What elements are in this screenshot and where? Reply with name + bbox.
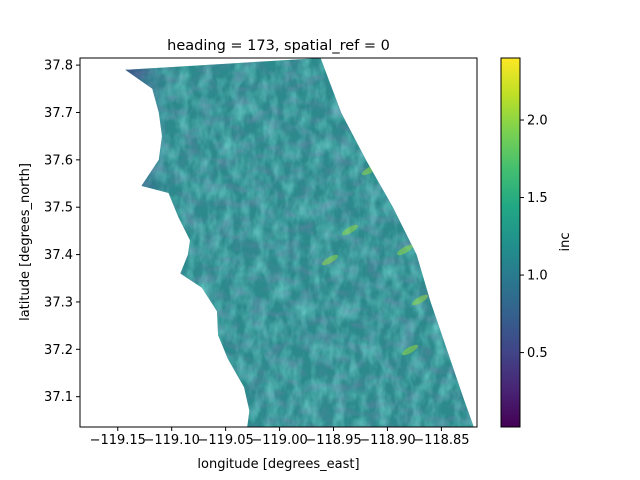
colorbar-tick-label: 2.0 bbox=[527, 114, 548, 129]
colorbar-label: inc bbox=[558, 233, 573, 252]
colorbar-ticks: 0.5 1.0 1.5 2.0 bbox=[520, 114, 548, 361]
colorbar-tick-label: 1.5 bbox=[527, 191, 548, 206]
colorbar-frame bbox=[500, 57, 521, 428]
y-tick-label: 37.8 bbox=[44, 59, 73, 74]
bright-slope bbox=[397, 244, 413, 256]
y-tick-label: 37.6 bbox=[44, 153, 73, 168]
x-tick-label: −119.05 bbox=[197, 433, 253, 448]
x-axis-label: longitude [degrees_east] bbox=[197, 457, 359, 472]
bright-slope bbox=[412, 294, 428, 306]
bright-slope bbox=[402, 344, 418, 356]
x-tick-label: −118.95 bbox=[305, 433, 361, 448]
y-tick-label: 37.7 bbox=[44, 106, 73, 121]
colorbar-tick-label: 0.5 bbox=[527, 346, 548, 361]
y-tick-label: 37.2 bbox=[44, 343, 73, 358]
y-tick-label: 37.4 bbox=[44, 248, 73, 263]
colorbar-gradient bbox=[501, 58, 520, 427]
y-tick-label: 37.1 bbox=[44, 390, 73, 405]
chart-title: heading = 173, spatial_ref = 0 bbox=[167, 38, 390, 54]
x-tick-label: −118.90 bbox=[359, 433, 415, 448]
x-axis: −119.15−119.10−119.05−119.00−118.95−118.… bbox=[90, 427, 470, 448]
colorbar: 0.5 1.0 1.5 2.0 inc bbox=[500, 57, 573, 428]
bright-slope bbox=[342, 224, 358, 236]
x-tick-label: −119.10 bbox=[144, 433, 200, 448]
bright-slope bbox=[322, 254, 338, 266]
x-tick-label: −119.15 bbox=[90, 433, 146, 448]
plot-area bbox=[79, 57, 478, 428]
x-tick-label: −119.00 bbox=[251, 433, 307, 448]
y-tick-label: 37.5 bbox=[44, 201, 73, 216]
y-axis-label: latitude [degrees_north] bbox=[18, 163, 33, 321]
axes-frame bbox=[79, 57, 478, 428]
y-axis: 37.1 37.2 37.3 37.4 37.5 37.6 37.7 37.8 bbox=[44, 59, 80, 405]
colorbar-tick-label: 1.0 bbox=[527, 269, 548, 284]
y-tick-label: 37.3 bbox=[44, 295, 73, 310]
x-tick-label: −118.85 bbox=[413, 433, 469, 448]
